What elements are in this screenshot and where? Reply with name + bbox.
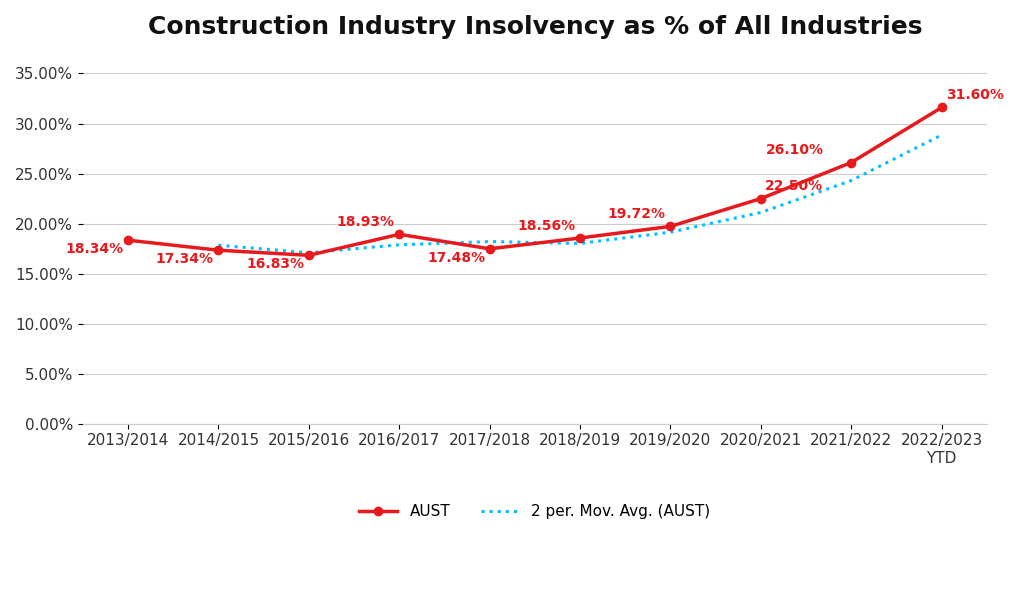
2 per. Mov. Avg. (AUST)	[573, 240, 586, 247]
Text: 26.10%: 26.10%	[766, 142, 824, 157]
2 per. Mov. Avg. (AUST)	[936, 131, 948, 138]
AUST	[212, 246, 224, 254]
AUST	[393, 230, 406, 238]
Title: Construction Industry Insolvency as % of All Industries: Construction Industry Insolvency as % of…	[147, 15, 922, 39]
Text: 22.50%: 22.50%	[765, 178, 823, 193]
2 per. Mov. Avg. (AUST)	[665, 229, 677, 236]
Text: 17.48%: 17.48%	[427, 251, 485, 265]
Text: 31.60%: 31.60%	[946, 89, 1005, 102]
AUST	[845, 159, 857, 166]
AUST	[122, 236, 134, 243]
Text: 19.72%: 19.72%	[608, 207, 666, 222]
AUST	[483, 245, 496, 252]
Legend: AUST, 2 per. Mov. Avg. (AUST): AUST, 2 per. Mov. Avg. (AUST)	[353, 498, 717, 525]
AUST	[665, 223, 677, 230]
2 per. Mov. Avg. (AUST)	[755, 209, 767, 216]
Text: 18.93%: 18.93%	[337, 215, 394, 229]
Line: 2 per. Mov. Avg. (AUST): 2 per. Mov. Avg. (AUST)	[218, 135, 942, 253]
2 per. Mov. Avg. (AUST)	[303, 249, 315, 256]
Line: AUST: AUST	[124, 103, 946, 259]
2 per. Mov. Avg. (AUST)	[845, 177, 857, 184]
Text: 18.34%: 18.34%	[66, 242, 124, 256]
AUST	[755, 195, 767, 202]
Text: 18.56%: 18.56%	[517, 219, 575, 233]
AUST	[303, 252, 315, 259]
2 per. Mov. Avg. (AUST)	[483, 238, 496, 245]
Text: 17.34%: 17.34%	[156, 252, 214, 266]
2 per. Mov. Avg. (AUST)	[212, 242, 224, 249]
Text: 16.83%: 16.83%	[247, 257, 304, 271]
AUST	[936, 104, 948, 111]
2 per. Mov. Avg. (AUST)	[393, 241, 406, 248]
AUST	[573, 235, 586, 242]
